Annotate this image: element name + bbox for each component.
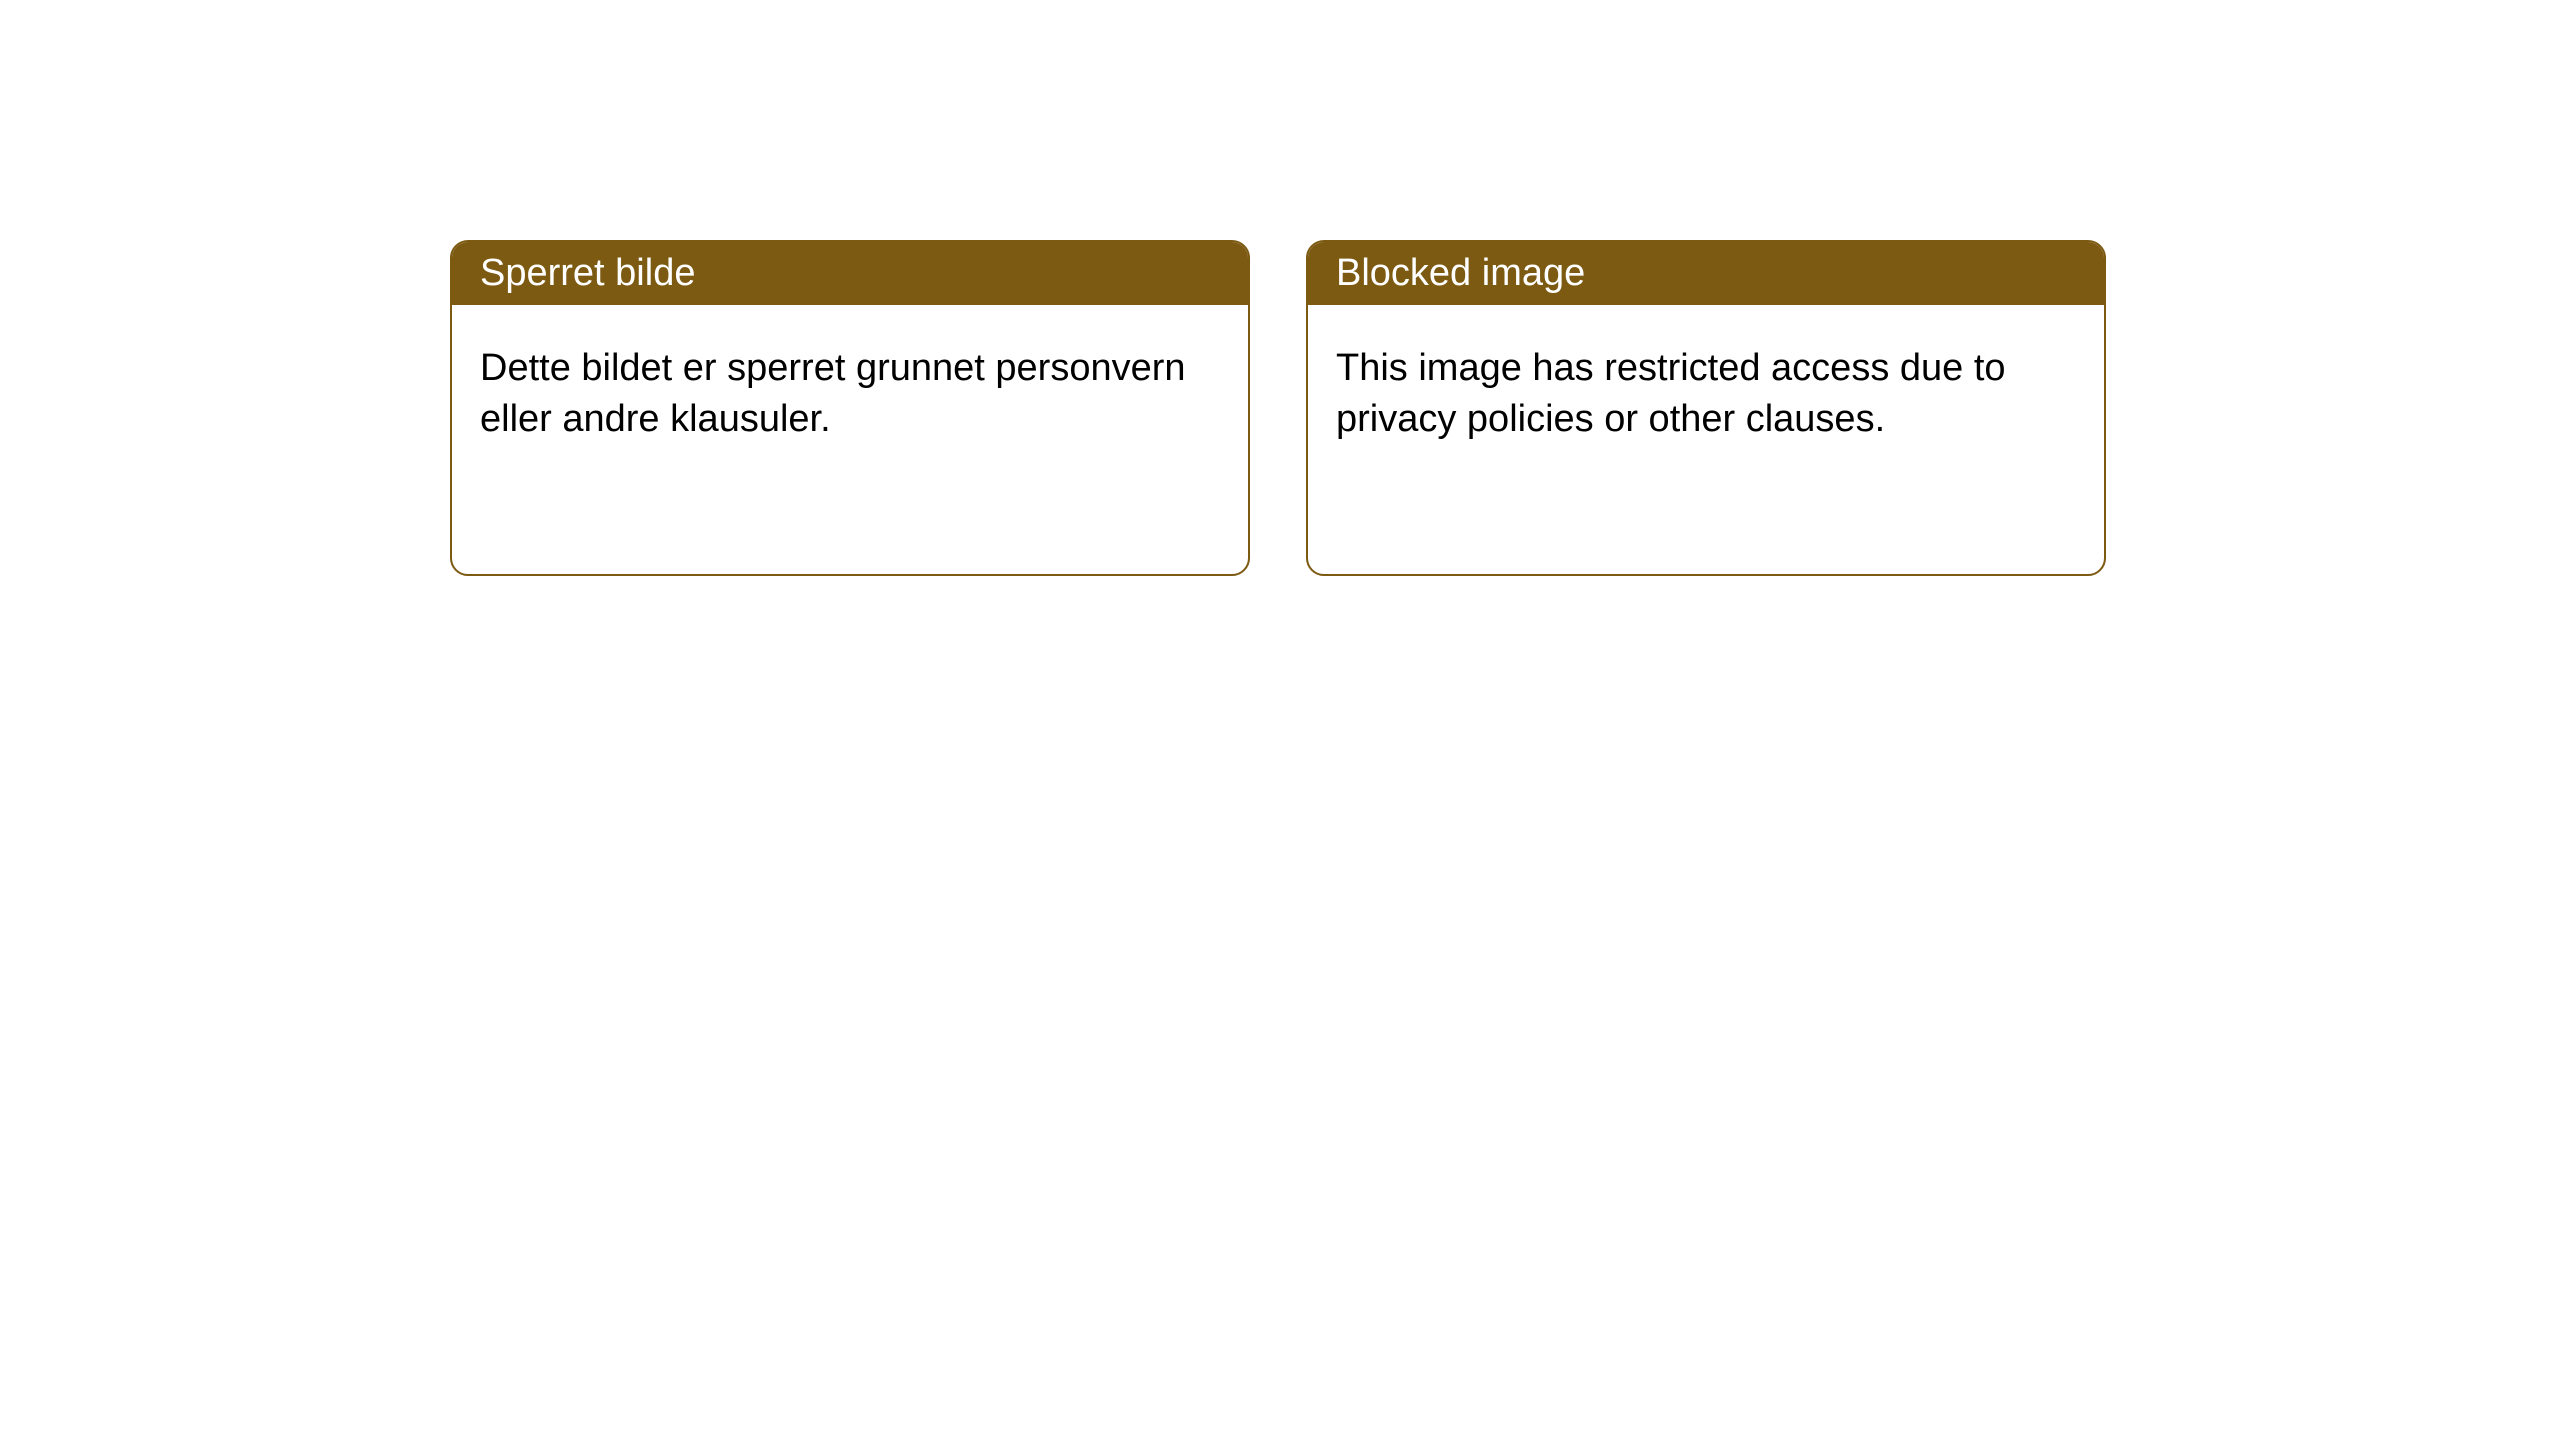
card-header-english: Blocked image (1308, 242, 2104, 305)
card-body-norwegian: Dette bildet er sperret grunnet personve… (452, 305, 1248, 484)
card-body-english: This image has restricted access due to … (1308, 305, 2104, 484)
notice-cards-container: Sperret bilde Dette bildet er sperret gr… (450, 240, 2106, 576)
notice-card-norwegian: Sperret bilde Dette bildet er sperret gr… (450, 240, 1250, 576)
notice-card-english: Blocked image This image has restricted … (1306, 240, 2106, 576)
card-header-norwegian: Sperret bilde (452, 242, 1248, 305)
